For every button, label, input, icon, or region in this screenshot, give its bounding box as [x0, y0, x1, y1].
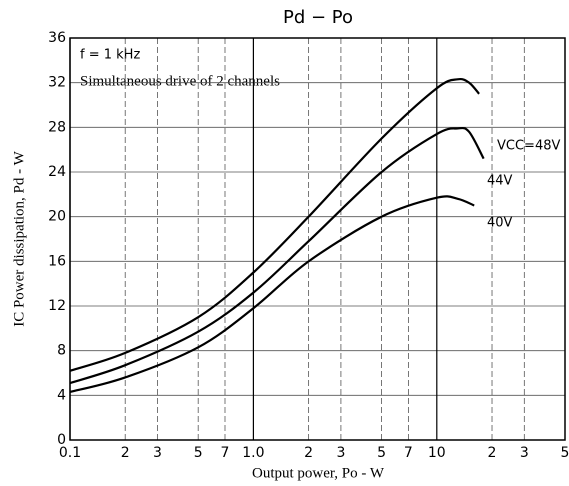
x-tick-label: 3	[336, 445, 345, 461]
x-tick-label: 0.1	[59, 445, 81, 461]
y-tick-label: 0	[57, 432, 66, 448]
y-tick-label: 16	[48, 253, 66, 269]
x-tick-label: 1.0	[242, 445, 264, 461]
x-tick-label: 2	[488, 445, 497, 461]
y-tick-label: 20	[48, 209, 66, 225]
x-tick-label: 7	[404, 445, 413, 461]
series-line	[69, 195, 475, 394]
x-tick-label: 5	[377, 445, 386, 461]
y-tick-label: 24	[48, 164, 66, 180]
chart-title: Pd − Po	[283, 7, 353, 28]
y-tick-label: 28	[48, 119, 66, 135]
annotation: f = 1 kHz	[80, 48, 140, 63]
x-axis-label: Output power, Po - W	[252, 465, 385, 481]
series-label: 40V	[487, 216, 513, 231]
plot-frame	[69, 37, 566, 441]
series-line	[69, 126, 485, 385]
x-tick-label: 5	[561, 445, 569, 461]
x-tick-label: 5	[194, 445, 203, 461]
series-label: VCC=48V	[497, 139, 560, 154]
y-tick-label: 8	[57, 343, 66, 359]
series-label: 44V	[487, 174, 513, 189]
y-tick-label: 36	[48, 30, 66, 46]
annotation: Simultaneous drive of 2 channels	[80, 73, 280, 89]
x-tick-label: 10	[428, 445, 446, 461]
x-tick-label: 7	[221, 445, 230, 461]
y-tick-label: 32	[48, 75, 66, 91]
x-tick-label: 2	[121, 445, 130, 461]
series-line	[69, 77, 480, 372]
y-tick-label: 4	[57, 387, 66, 403]
x-tick-label: 3	[520, 445, 529, 461]
x-tick-label: 2	[304, 445, 313, 461]
y-axis-label: IC Power dissipation, Pd - W	[11, 150, 27, 326]
x-tick-label: 3	[153, 445, 162, 461]
y-tick-label: 12	[48, 298, 66, 314]
